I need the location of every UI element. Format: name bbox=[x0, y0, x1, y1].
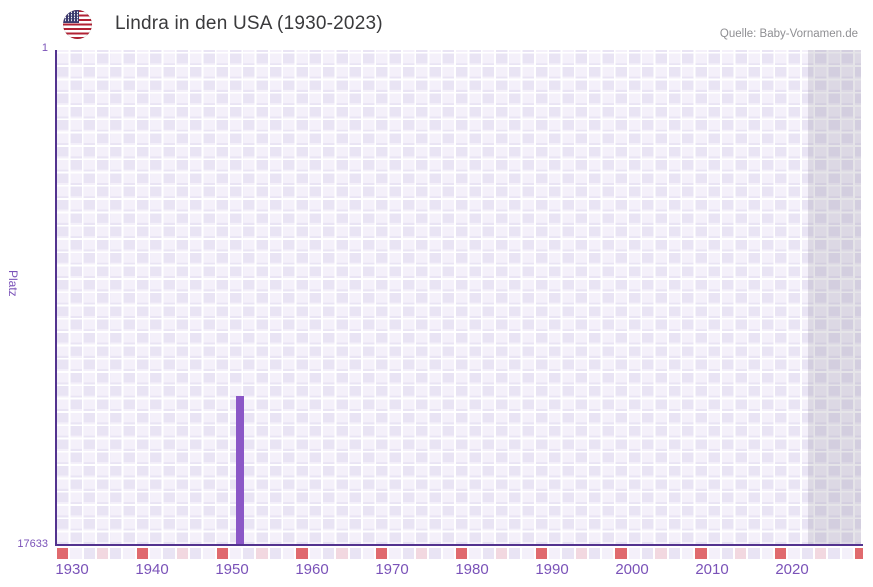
strip-cell bbox=[482, 548, 494, 559]
x-tick-1950: 1950 bbox=[215, 561, 249, 578]
strip-marker-pink bbox=[96, 548, 109, 559]
strip-marker-red bbox=[535, 548, 547, 559]
y-tick-top: 1 bbox=[41, 42, 48, 54]
strip-marker-pink bbox=[814, 548, 827, 559]
strip-cell bbox=[429, 548, 441, 559]
us-flag-icon bbox=[63, 10, 92, 39]
strip-cell bbox=[70, 548, 82, 559]
strip-cell bbox=[283, 548, 295, 559]
x-tick-1970: 1970 bbox=[375, 561, 409, 578]
strip-marker-pink bbox=[495, 548, 508, 559]
strip-marker-red bbox=[136, 548, 149, 559]
strip-cell bbox=[229, 548, 242, 559]
strip-cell bbox=[721, 548, 734, 559]
strip-cell bbox=[309, 548, 321, 559]
strip-marker-pink bbox=[176, 548, 188, 559]
strip-cell bbox=[163, 548, 175, 559]
strip-cell bbox=[668, 548, 680, 559]
strip-cell bbox=[203, 548, 215, 559]
strip-cell bbox=[269, 548, 282, 559]
strip-marker-pink bbox=[735, 548, 747, 559]
strip-marker-red bbox=[296, 548, 308, 559]
rank-bar-1951 bbox=[236, 395, 244, 544]
strip-cell bbox=[110, 548, 122, 559]
recent-years-shaded-region bbox=[808, 50, 861, 544]
strip-cell bbox=[562, 548, 574, 559]
strip-cell bbox=[748, 548, 760, 559]
strip-cell bbox=[349, 548, 361, 559]
strip-marker-pink bbox=[256, 548, 268, 559]
strip-cell bbox=[389, 548, 401, 559]
strip-marker-pink bbox=[655, 548, 667, 559]
strip-cell bbox=[588, 548, 601, 559]
y-axis-title: Platz bbox=[6, 270, 20, 297]
strip-marker-red bbox=[854, 548, 863, 559]
y-axis-line bbox=[55, 50, 57, 546]
strip-cell bbox=[681, 548, 694, 559]
strip-cell bbox=[469, 548, 481, 559]
strip-cell bbox=[150, 548, 162, 559]
x-tick-1940: 1940 bbox=[135, 561, 169, 578]
strip-cell bbox=[362, 548, 375, 559]
strip-marker-red bbox=[57, 548, 69, 559]
x-tick-1990: 1990 bbox=[535, 561, 569, 578]
x-tick-2020: 2020 bbox=[775, 561, 809, 578]
strip-cell bbox=[509, 548, 521, 559]
strip-cell bbox=[628, 548, 641, 559]
plot-area bbox=[57, 50, 861, 544]
x-tick-2010: 2010 bbox=[695, 561, 729, 578]
strip-cell bbox=[602, 548, 614, 559]
x-tick-2000: 2000 bbox=[615, 561, 649, 578]
strip-marker-pink bbox=[336, 548, 348, 559]
strip-marker-red bbox=[615, 548, 627, 559]
x-tick-1960: 1960 bbox=[295, 561, 329, 578]
strip-marker-red bbox=[775, 548, 787, 559]
strip-marker-red bbox=[216, 548, 228, 559]
strip-cell bbox=[761, 548, 774, 559]
strip-cell bbox=[83, 548, 95, 559]
strip-marker-red bbox=[376, 548, 388, 559]
source-credit: Quelle: Baby-Vornamen.de bbox=[719, 28, 858, 40]
strip-marker-pink bbox=[575, 548, 587, 559]
x-tick-1930: 1930 bbox=[55, 561, 89, 578]
strip-cell bbox=[841, 548, 853, 559]
strip-cell bbox=[322, 548, 335, 559]
strip-marker-red bbox=[695, 548, 707, 559]
x-tick-1980: 1980 bbox=[455, 561, 489, 578]
strip-cell bbox=[828, 548, 840, 559]
strip-cell bbox=[189, 548, 202, 559]
strip-cell bbox=[243, 548, 255, 559]
page-title: Lindra in den USA (1930-2023) bbox=[115, 13, 383, 34]
x-axis-line bbox=[55, 544, 863, 546]
strip-marker-red bbox=[455, 548, 468, 559]
strip-cell bbox=[642, 548, 654, 559]
strip-cell bbox=[801, 548, 813, 559]
strip-cell bbox=[442, 548, 454, 559]
strip-cell bbox=[788, 548, 800, 559]
y-tick-bottom: 17633 bbox=[17, 538, 48, 550]
strip-marker-pink bbox=[416, 548, 428, 559]
strip-cell bbox=[708, 548, 720, 559]
strip-cell bbox=[548, 548, 561, 559]
bottom-marker-strip bbox=[57, 547, 863, 559]
strip-cell bbox=[123, 548, 135, 559]
strip-cell bbox=[402, 548, 415, 559]
us-flag-stars bbox=[64, 11, 78, 22]
strip-cell bbox=[522, 548, 534, 559]
